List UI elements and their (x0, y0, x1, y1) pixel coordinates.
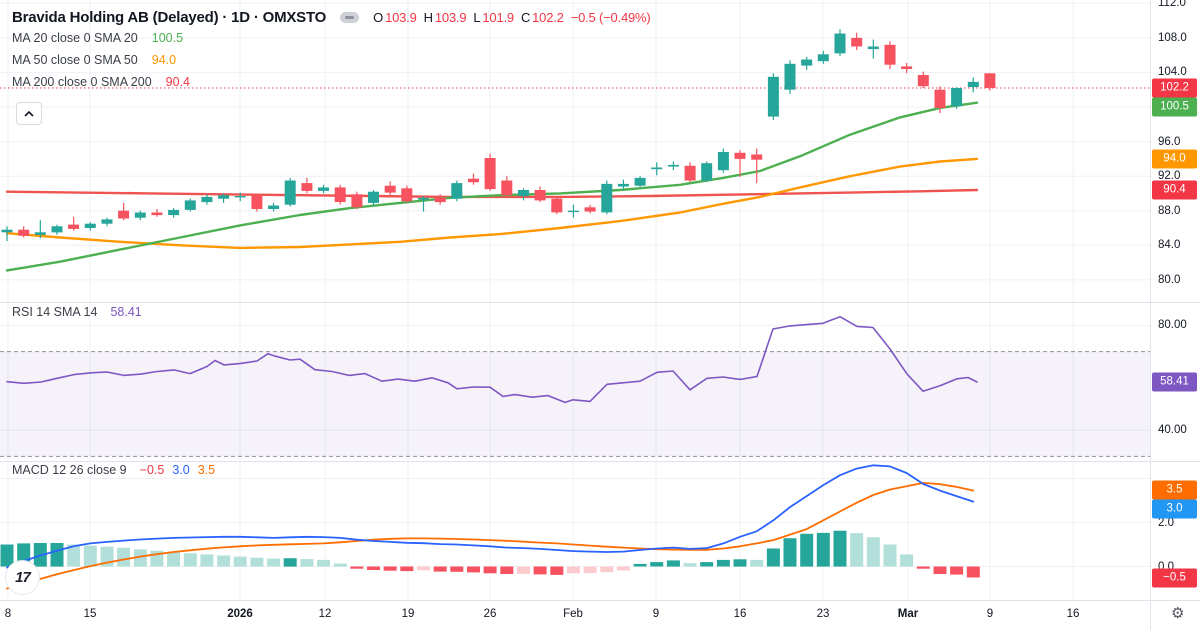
pane-separator-rsi[interactable] (0, 302, 1200, 303)
time-axis-label: 23 (816, 608, 830, 620)
price-badge: 94.0 (1152, 149, 1197, 169)
pane-separator-macd[interactable] (0, 461, 1200, 462)
rsi-axis-label: 80.00 (1158, 319, 1187, 332)
macd-badge: 3.5 (1152, 480, 1197, 499)
macd-pane (0, 464, 980, 590)
price-axis-label: 96.0 (1158, 135, 1181, 148)
rsi-legend[interactable]: RSI 14 SMA 14 58.41 (12, 303, 142, 320)
close-label: C (520, 9, 531, 25)
ma50-value: 94.0 (151, 52, 177, 67)
indicator-legend-ma200[interactable]: MA 200 close 0 SMA 200 90.4 (12, 73, 190, 90)
price-axis-label: 112.0 (1158, 0, 1186, 10)
price-axis-label: 80.0 (1158, 273, 1181, 286)
high-label: H (423, 9, 433, 25)
price-axis-label: 104.0 (1158, 66, 1187, 79)
rsi-pane (0, 315, 1150, 457)
gridlines (0, 0, 1150, 600)
collapse-legend-button[interactable] (16, 102, 42, 125)
rsi-axis-label: 40.00 (1158, 424, 1187, 437)
open-value: 103.9 (385, 9, 417, 25)
rsi-value: 58.41 (110, 304, 142, 319)
indicator-legend-ma20[interactable]: MA 20 close 0 SMA 20 100.5 (12, 29, 183, 46)
close-value: 102.2 (532, 9, 564, 25)
time-axis-label: 26 (483, 608, 497, 620)
price-badge: 100.5 (1152, 97, 1197, 117)
ma20-label: MA 20 close 0 SMA 20 (12, 30, 138, 45)
ma200-label: MA 200 close 0 SMA 200 (12, 74, 152, 89)
macd-badge: 3.0 (1152, 499, 1197, 518)
macd-line-value: 3.0 (172, 462, 190, 477)
time-axis-label: 8 (4, 608, 12, 620)
rsi-label: RSI 14 SMA 14 (12, 304, 98, 319)
symbol-title[interactable]: Bravida Holding AB (Delayed) · 1D · OMXS… (12, 8, 327, 26)
time-axis-separator (0, 600, 1200, 601)
macd-label: MACD 12 26 close 9 (12, 462, 127, 477)
time-axis-label: 16 (1066, 608, 1080, 620)
ma20-value: 100.5 (151, 30, 184, 45)
price-pane (0, 29, 1150, 272)
price-axis-label: 92.0 (1158, 170, 1181, 183)
high-value: 103.9 (434, 9, 467, 25)
time-axis-label: Mar (897, 608, 919, 620)
ohlc-readout: O 103.9 H 103.9 L 101.9 C 102.2 −0.5 (−0.49%… (373, 9, 651, 25)
price-badge: 102.2 (1152, 78, 1197, 98)
macd-signal-value: 3.5 (197, 462, 216, 477)
macd-axis-label: 2.0 (1158, 516, 1174, 529)
ma50-label: MA 50 close 0 SMA 50 (12, 52, 138, 67)
price-axis-label: 108.0 (1158, 31, 1187, 44)
time-axis-label: 12 (318, 608, 332, 620)
ma200-value: 90.4 (165, 74, 191, 89)
tradingview-logo-glyph: 17 (15, 569, 31, 586)
time-axis-label: 19 (401, 608, 415, 620)
gear-icon[interactable]: ⚙ (1171, 605, 1185, 622)
low-value: 101.9 (482, 9, 514, 25)
time-axis-label: Feb (563, 608, 583, 620)
tradingview-logo[interactable]: 17 (6, 561, 39, 594)
time-axis-label: 15 (83, 608, 97, 620)
symbol-header: Bravida Holding AB (Delayed) · 1D · OMXS… (12, 7, 651, 27)
macd-hist-value: −0.5 (139, 462, 165, 477)
delayed-data-icon[interactable] (340, 11, 360, 23)
price-badge: 90.4 (1152, 180, 1197, 200)
price-axis[interactable]: 112.0 108.0 104.0 96.0 92.0 88.0 84.0 80.0 80.00… (1150, 0, 1200, 600)
indicator-legend-ma50[interactable]: MA 50 close 0 SMA 50 94.0 (12, 51, 176, 68)
open-label: O (373, 9, 384, 25)
macd-badge: −0.5 (1152, 568, 1197, 588)
time-axis-label: 9 (986, 608, 994, 620)
time-axis-label: 2026 (227, 608, 253, 620)
chevron-up-icon (24, 110, 34, 117)
price-axis-label: 88.0 (1158, 204, 1181, 217)
price-axis-separator (1150, 0, 1151, 630)
change-value: −0.5 (−0.49%) (570, 9, 651, 25)
time-axis-label: 16 (733, 608, 747, 620)
time-axis[interactable]: 8 15 2026 12 19 26 Feb 9 16 23 Mar 9 16 (0, 600, 1200, 630)
time-axis-label: 9 (652, 608, 660, 620)
price-axis-label: 84.0 (1158, 239, 1181, 252)
rsi-badge: 58.41 (1152, 372, 1197, 392)
low-label: L (473, 9, 481, 25)
macd-legend[interactable]: MACD 12 26 close 9 −0.5 3.0 3.5 (12, 461, 215, 478)
